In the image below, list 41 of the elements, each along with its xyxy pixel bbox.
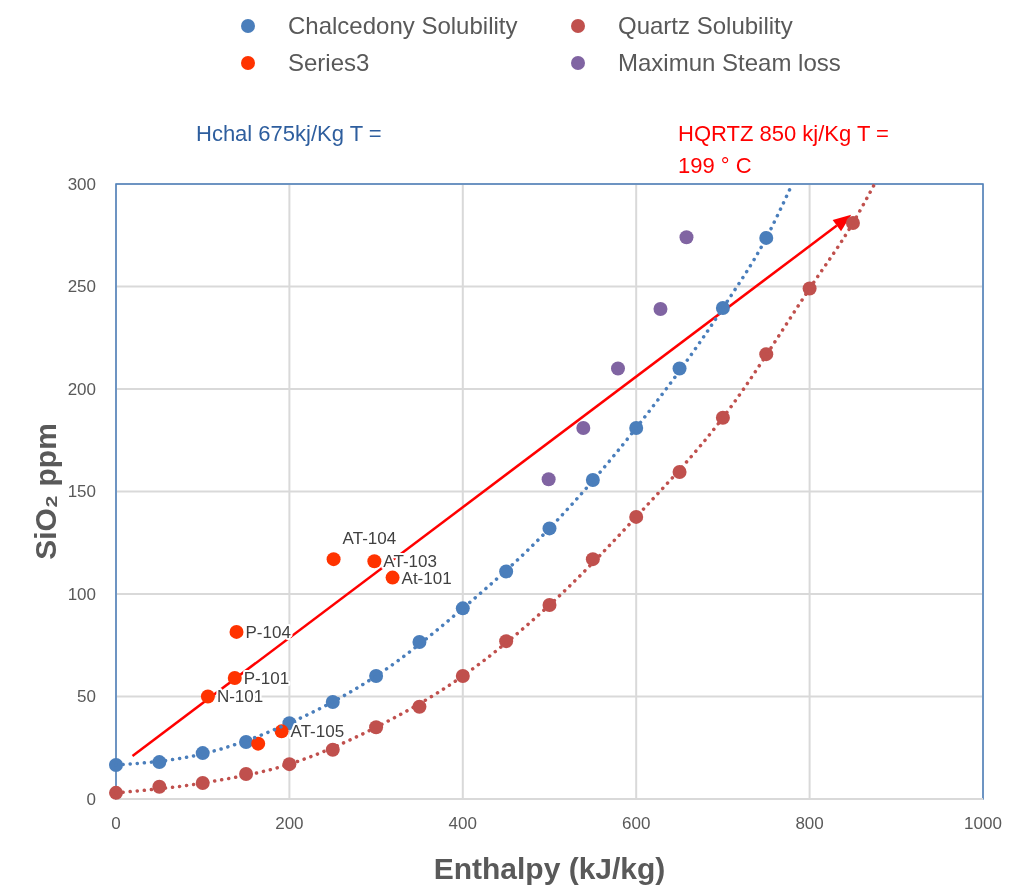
y-tick-label: 150: [67, 482, 96, 502]
point: [109, 785, 123, 800]
annotation: AT-104: [342, 528, 397, 548]
y-tick-label: 250: [67, 277, 96, 297]
y-axis-title: SiO₂ ppm: [29, 423, 62, 560]
point: [610, 361, 625, 376]
annotation: AT-105: [290, 722, 345, 742]
annotation: P-104: [245, 622, 291, 642]
x-axis-title: Enthalpy (kJ/kg): [433, 852, 666, 885]
legend-label: Maximun Steam loss: [618, 49, 841, 77]
y-tick-label: 200: [67, 379, 96, 399]
point: [251, 736, 266, 751]
legend-label: Quartz Solubility: [618, 12, 793, 40]
annotation: P-101: [243, 669, 290, 688]
y-tick-label: 50: [77, 687, 96, 707]
point: [653, 302, 668, 317]
annotation: N-101: [216, 687, 264, 707]
point: [200, 689, 215, 704]
x-tick-label: 600: [622, 814, 651, 833]
point: [576, 420, 591, 435]
x-tick-label: 1000: [964, 814, 1002, 833]
point: [541, 472, 556, 487]
point: [326, 552, 341, 567]
y-tick-label: 300: [67, 174, 96, 194]
text: Hchal 675kj/Kg T =: [196, 121, 382, 146]
point: [679, 230, 694, 245]
x-tick-label: 0: [111, 814, 121, 833]
annotation: At-101: [401, 568, 452, 588]
x-tick-label: 400: [448, 814, 477, 833]
x-tick-label: 800: [795, 814, 824, 833]
y-tick-label: 0: [86, 789, 96, 809]
text: HQRTZ 850 kj/Kg T = 199 ° C: [678, 121, 889, 178]
point: [367, 554, 382, 569]
x-tick-label: 200: [275, 814, 304, 833]
legend-label: Series3: [288, 49, 370, 77]
point: [385, 570, 400, 585]
point: [585, 552, 600, 567]
legend-label: Chalcedony Solubility: [288, 12, 518, 40]
point: [227, 671, 242, 686]
y-tick-label: 100: [67, 584, 96, 604]
point: [229, 624, 244, 639]
